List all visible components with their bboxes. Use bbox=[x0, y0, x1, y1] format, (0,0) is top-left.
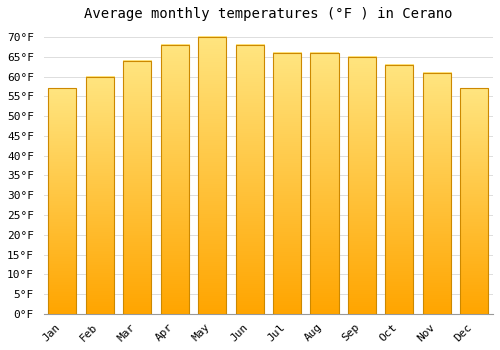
Title: Average monthly temperatures (°F ) in Cerano: Average monthly temperatures (°F ) in Ce… bbox=[84, 7, 452, 21]
Bar bbox=[48, 89, 76, 314]
Bar bbox=[310, 53, 338, 314]
Bar bbox=[273, 53, 301, 314]
Bar bbox=[198, 37, 226, 314]
Bar bbox=[123, 61, 152, 314]
Bar bbox=[236, 45, 264, 314]
Bar bbox=[86, 77, 114, 314]
Bar bbox=[460, 89, 488, 314]
Bar bbox=[386, 65, 413, 314]
Bar bbox=[423, 72, 451, 314]
Bar bbox=[348, 57, 376, 314]
Bar bbox=[160, 45, 189, 314]
